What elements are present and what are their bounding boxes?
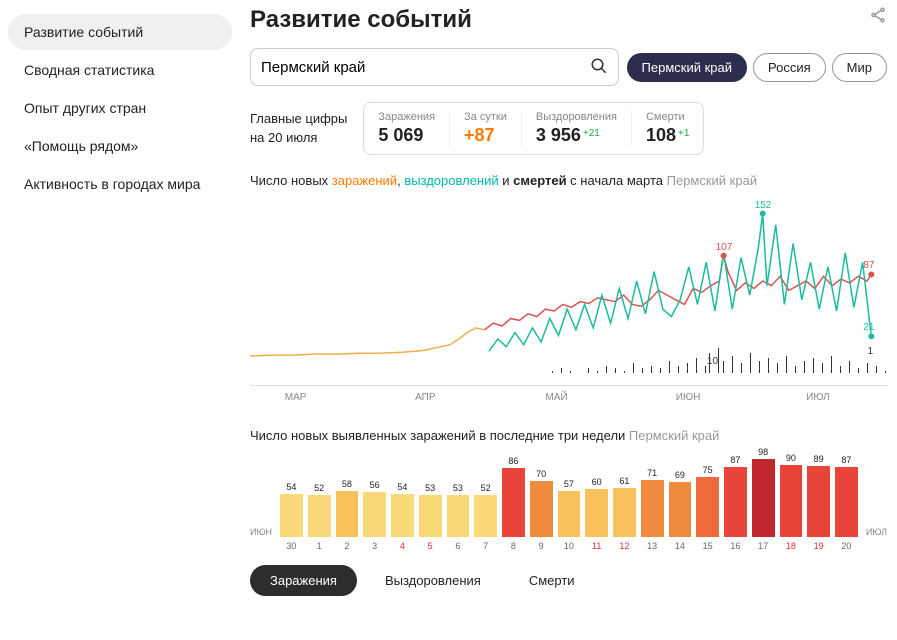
bar-col: 521 (308, 483, 331, 551)
bar-col: 7515 (696, 465, 719, 551)
xaxis-tick: МАЙ (545, 392, 567, 403)
bar-col: 563 (363, 480, 386, 551)
xaxis-tick: ИЮЛ (806, 392, 829, 403)
share-icon[interactable] (869, 6, 887, 27)
bar-col: 5710 (558, 479, 581, 551)
stat-per-day: За сутки +87 (450, 111, 522, 146)
sidebar-item-3[interactable]: «Помощь рядом» (8, 128, 232, 164)
page-title: Развитие событий (250, 6, 887, 34)
sidebar-item-4[interactable]: Активность в городах мира (8, 166, 232, 202)
search-box[interactable] (250, 48, 619, 86)
bar-col: 5430 (280, 482, 303, 551)
stats-date: Главные цифры на 20 июля (250, 110, 347, 146)
stat-recoveries: Выздоровления 3 956+21 (522, 111, 632, 146)
bar-col: 9018 (780, 453, 803, 551)
bar-col: 535 (419, 483, 442, 551)
chart2-title: Число новых выявленных заражений в после… (250, 428, 887, 443)
bar-col: 582 (336, 479, 359, 551)
bar-col: 7113 (641, 468, 664, 551)
search-input[interactable] (261, 59, 590, 76)
chart2-left-axis: ИЮН (250, 527, 276, 551)
line-chart: 1071528721101 (250, 196, 887, 386)
xaxis-tick: АПР (415, 392, 435, 403)
chart1-title: Число новых заражений, выздоровлений и с… (250, 173, 887, 188)
stat-infections: Заражения 5 069 (364, 111, 450, 146)
bar-col: 8720 (835, 455, 858, 551)
bar-chart: 5430521582563544535536527868709571060116… (276, 451, 862, 551)
death-bars (250, 343, 887, 373)
xaxis-tick: МАР (285, 392, 307, 403)
xaxis-tick: ИЮН (676, 392, 701, 403)
search-icon[interactable] (590, 57, 608, 78)
main-content: Развитие событий Пермский крайРоссияМир … (240, 0, 897, 602)
bar-col: 6914 (669, 470, 692, 551)
bar-col: 9817 (752, 447, 775, 551)
region-pill-1[interactable]: Россия (753, 53, 826, 82)
sidebar-item-2[interactable]: Опыт других стран (8, 90, 232, 126)
bar-col: 6011 (585, 477, 608, 551)
bar-col: 8716 (724, 455, 747, 551)
stat-deaths: Смерти 108+1 (632, 111, 703, 146)
bar-col: 709 (530, 469, 553, 551)
bar-col: 536 (447, 483, 470, 551)
sidebar: Развитие событийСводная статистикаОпыт д… (0, 0, 240, 602)
bar-col: 6112 (613, 476, 636, 551)
region-pill-2[interactable]: Мир (832, 53, 887, 82)
stats-box: Заражения 5 069 За сутки +87 Выздоровлен… (363, 102, 704, 155)
region-pill-0[interactable]: Пермский край (627, 53, 747, 82)
tab-0[interactable]: Заражения (250, 565, 357, 596)
bar-col: 8919 (807, 454, 830, 551)
bar-col: 527 (474, 483, 497, 551)
tab-1[interactable]: Выздоровления (365, 565, 501, 596)
tab-2[interactable]: Смерти (509, 565, 595, 596)
chart1-xaxis: МАР АПР МАЙ ИЮН ИЮЛ (250, 392, 887, 406)
chart2-tabs: Заражения Выздоровления Смерти (250, 565, 887, 596)
sidebar-item-0[interactable]: Развитие событий (8, 14, 232, 50)
bar-col: 868 (502, 456, 525, 551)
chart2-right-axis: ИЮЛ (862, 527, 887, 551)
sidebar-item-1[interactable]: Сводная статистика (8, 52, 232, 88)
bar-col: 544 (391, 482, 414, 551)
